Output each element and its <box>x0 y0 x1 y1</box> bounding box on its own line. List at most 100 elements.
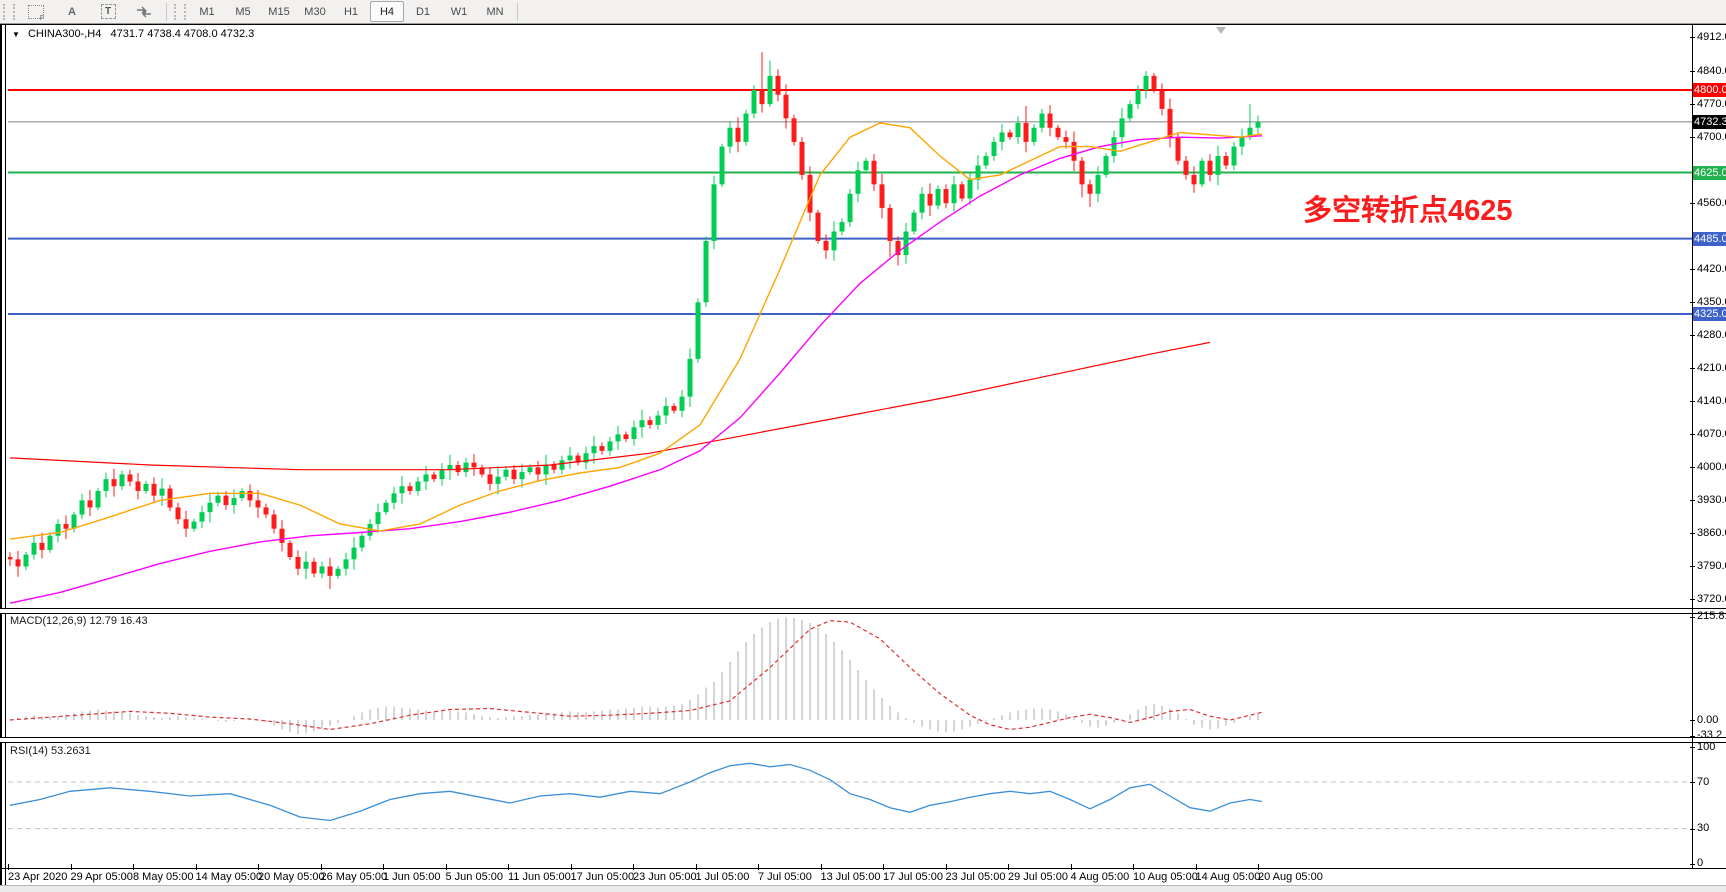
candle-body <box>1207 160 1213 175</box>
candle-body <box>663 406 669 416</box>
candle-body <box>607 441 613 451</box>
timeframe-button-M5[interactable]: M5 <box>235 5 251 18</box>
macd-indicator-label: MACD(12,26,9) 12.79 16.43 <box>10 615 148 627</box>
chevron-down-icon[interactable]: ▼ <box>12 30 20 39</box>
candle-body <box>775 75 781 95</box>
candle-body <box>839 222 845 232</box>
time-axis-label: 29 Apr 05:00 <box>70 871 133 883</box>
time-axis-label: 14 May 05:00 <box>195 871 263 883</box>
candle-body <box>1031 127 1037 142</box>
candle-body <box>223 495 229 506</box>
candle-body <box>1039 113 1045 128</box>
candle-body <box>1023 123 1029 142</box>
time-axis-tick <box>8 864 9 870</box>
candle-body <box>879 184 885 208</box>
candle-body <box>951 184 957 204</box>
time-axis-label: 4 Aug 05:00 <box>1070 871 1130 883</box>
candle-body <box>1223 156 1229 166</box>
time-axis-tick <box>508 864 509 870</box>
macd-panel-canvas[interactable] <box>8 612 1692 737</box>
timeframe-button-M1[interactable]: M1 <box>199 5 215 18</box>
price-axis-label: 4280.0 <box>1697 328 1726 341</box>
candle-body <box>471 462 477 468</box>
toolbar-drag-handle[interactable] <box>3 3 15 20</box>
candle-body <box>1175 137 1181 161</box>
candle-body <box>1143 75 1149 90</box>
candle-body <box>1007 132 1013 138</box>
candle-body <box>863 160 869 171</box>
candle-body <box>1167 108 1173 138</box>
timeframe-button-H4[interactable]: H4 <box>370 1 404 22</box>
candle-body <box>815 212 821 241</box>
candle-body <box>687 358 693 397</box>
candle-body <box>855 170 861 194</box>
candle-body <box>319 566 325 574</box>
price-axis-tick <box>1690 302 1695 304</box>
timeframe-button-M30[interactable]: M30 <box>304 5 326 18</box>
timeframe-button-D1[interactable]: D1 <box>415 5 431 18</box>
candle-body <box>1215 156 1221 175</box>
chart-shift-marker[interactable] <box>1216 27 1226 34</box>
candle-body <box>487 474 493 484</box>
candle-body <box>135 481 141 491</box>
candle-body <box>631 427 637 440</box>
candle-body <box>655 415 661 425</box>
candle-body <box>39 542 45 550</box>
main-chart-canvas[interactable] <box>8 25 1692 608</box>
timeframe-toolbar: M1 M5 M15 M30 H1 H4 D1 W1 MN <box>189 1 513 22</box>
candle-body <box>239 490 245 499</box>
time-axis-tick <box>820 864 822 870</box>
panel-divider-macd[interactable] <box>0 608 1726 614</box>
price-axis-tick <box>1690 434 1695 436</box>
candle-body <box>1063 137 1069 142</box>
candle-body <box>1111 137 1117 157</box>
candle-body <box>783 94 789 119</box>
candle-body <box>919 193 925 213</box>
candle-body <box>175 507 181 520</box>
price-axis-label: 4700.0 <box>1697 130 1726 143</box>
price-axis-tick <box>1690 467 1695 469</box>
rsi-indicator-label: RSI(14) 53.2631 <box>10 745 91 757</box>
candle-body <box>887 207 893 241</box>
cursor-a-icon[interactable]: A <box>68 5 76 18</box>
time-axis-label: 5 Jun 05:00 <box>445 871 504 883</box>
price-axis-border <box>1692 25 1693 868</box>
candle-body <box>439 469 445 480</box>
candle-body <box>103 479 109 491</box>
time-axis-tick <box>758 864 759 870</box>
time-axis-tick <box>570 864 572 870</box>
candle-body <box>767 75 773 105</box>
candle-body <box>295 556 301 569</box>
chart-symbol-period: CHINA300-,H4 <box>27 28 102 40</box>
time-axis-label: 7 Jul 05:00 <box>758 871 812 883</box>
timeframe-button-M15[interactable]: M15 <box>268 5 290 18</box>
timeframe-button-MN[interactable]: MN <box>486 5 504 18</box>
text-tool-icon[interactable]: T <box>91 1 125 22</box>
candle-body <box>199 512 205 522</box>
candle-body <box>1159 90 1165 109</box>
time-axis-label: 17 Jun 05:00 <box>570 871 635 883</box>
price-axis-label: 4140.0 <box>1697 394 1726 407</box>
crosshair-grid-icon[interactable] <box>19 1 53 22</box>
price-axis-label: 4420.0 <box>1697 262 1726 275</box>
time-axis-tick <box>70 864 72 870</box>
macd-signal-line <box>9 620 1263 731</box>
timeframe-button-W1[interactable]: W1 <box>450 5 468 18</box>
toolbar-drag-handle[interactable] <box>174 3 186 20</box>
macd-axis-tick <box>1690 720 1695 721</box>
rsi-panel-canvas[interactable] <box>8 741 1692 868</box>
candle-body <box>551 465 557 470</box>
cycle-symbols-icon[interactable]: ▾ <box>127 1 161 22</box>
time-axis-tick <box>633 864 634 870</box>
candle-body <box>751 90 757 114</box>
candle-body <box>991 141 997 157</box>
candle-body <box>1095 174 1101 194</box>
chart-annotation-text: 多空转折点4625 <box>1303 195 1513 227</box>
panel-divider-rsi[interactable] <box>0 737 1726 743</box>
time-axis-label: 20 Aug 05:00 <box>1258 871 1323 883</box>
timeframe-button-H1[interactable]: H1 <box>343 5 359 18</box>
rsi-axis-tick <box>1690 863 1695 865</box>
candle-body <box>1247 127 1253 138</box>
price-axis-tick <box>1690 599 1695 601</box>
candle-body <box>447 465 453 470</box>
